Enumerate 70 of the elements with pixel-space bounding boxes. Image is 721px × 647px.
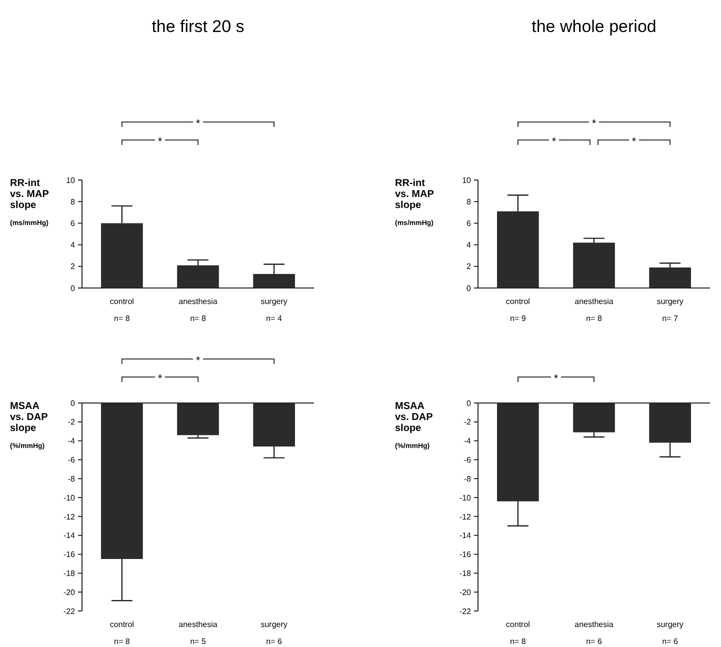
chart-title: the whole period <box>532 17 656 36</box>
y-tick-label: -22 <box>459 606 472 616</box>
y-tick-label: -8 <box>68 474 76 484</box>
text: n= 8 <box>586 314 602 323</box>
text: n= 8 <box>114 637 130 646</box>
text: * <box>158 373 163 385</box>
x-tick-label: anesthesia <box>574 297 614 306</box>
text: n= 6 <box>662 637 679 646</box>
text: * <box>592 118 597 130</box>
y-tick-label: 0 <box>466 284 472 293</box>
text: n= 7 <box>662 314 679 323</box>
y-tick-label: -16 <box>459 550 472 560</box>
y-tick-label: -20 <box>459 588 472 597</box>
y-tick-label: 10 <box>66 176 76 185</box>
x-tick-label: control <box>110 620 134 629</box>
y-tick-label: 6 <box>466 219 472 228</box>
y-tick-label: -14 <box>63 531 76 540</box>
y-tick-label: -22 <box>63 606 76 616</box>
y-tick-label: 8 <box>70 197 76 206</box>
x-tick-label: anesthesia <box>178 620 218 629</box>
y-tick-label: 2 <box>466 262 472 272</box>
y-tick-label: -4 <box>464 436 472 446</box>
y-tick-label: -14 <box>459 531 472 540</box>
x-tick-label: surgery <box>656 297 684 306</box>
text: n= 4 <box>266 314 283 323</box>
y-tick-label: -4 <box>68 436 76 446</box>
text: n= 6 <box>266 637 283 646</box>
text: n= 8 <box>114 314 130 323</box>
y-tick-label: -12 <box>459 512 472 522</box>
y-tick-label: 0 <box>466 398 472 408</box>
y-tick-label: 2 <box>70 262 76 272</box>
y-tick-label: 10 <box>462 176 472 185</box>
y-tick-label: -16 <box>63 550 76 560</box>
text: * <box>632 136 637 148</box>
y-tick-label: -18 <box>63 568 76 578</box>
text: n= 9 <box>510 314 526 323</box>
x-tick-label: control <box>506 297 530 306</box>
text: n= 8 <box>190 314 206 323</box>
y-tick-label: -10 <box>459 493 472 502</box>
y-tick-label: 4 <box>466 240 472 250</box>
text: n= 6 <box>586 637 602 646</box>
x-tick-label: anesthesia <box>574 620 614 629</box>
y-tick-label: 8 <box>466 197 472 206</box>
chart-title: the first 20 s <box>152 17 244 36</box>
y-tick-label: -10 <box>63 493 76 502</box>
text: n= 5 <box>190 637 206 646</box>
y-tick-label: -18 <box>459 568 472 578</box>
y-tick-label: -8 <box>464 474 472 484</box>
y-tick-label: 6 <box>70 219 76 228</box>
y-tick-label: -12 <box>63 512 76 522</box>
y-tick-label: 4 <box>70 240 76 250</box>
y-tick-label: -6 <box>464 456 472 465</box>
text: * <box>196 355 201 367</box>
x-tick-label: control <box>506 620 530 629</box>
y-tick-label: -6 <box>68 456 76 465</box>
text: * <box>158 136 163 148</box>
text: n= 8 <box>510 637 526 646</box>
y-tick-label: -20 <box>63 588 76 597</box>
x-tick-label: surgery <box>656 620 684 629</box>
text: * <box>554 373 559 385</box>
text: * <box>552 136 557 148</box>
y-tick-label: 0 <box>70 284 76 293</box>
x-tick-label: anesthesia <box>178 297 218 306</box>
text: * <box>196 118 201 130</box>
y-tick-label: 0 <box>70 398 76 408</box>
x-tick-label: control <box>110 297 134 306</box>
y-tick-label: -2 <box>464 418 472 427</box>
y-tick-label: -2 <box>68 418 76 427</box>
x-tick-label: surgery <box>260 620 288 629</box>
x-tick-label: surgery <box>260 297 288 306</box>
